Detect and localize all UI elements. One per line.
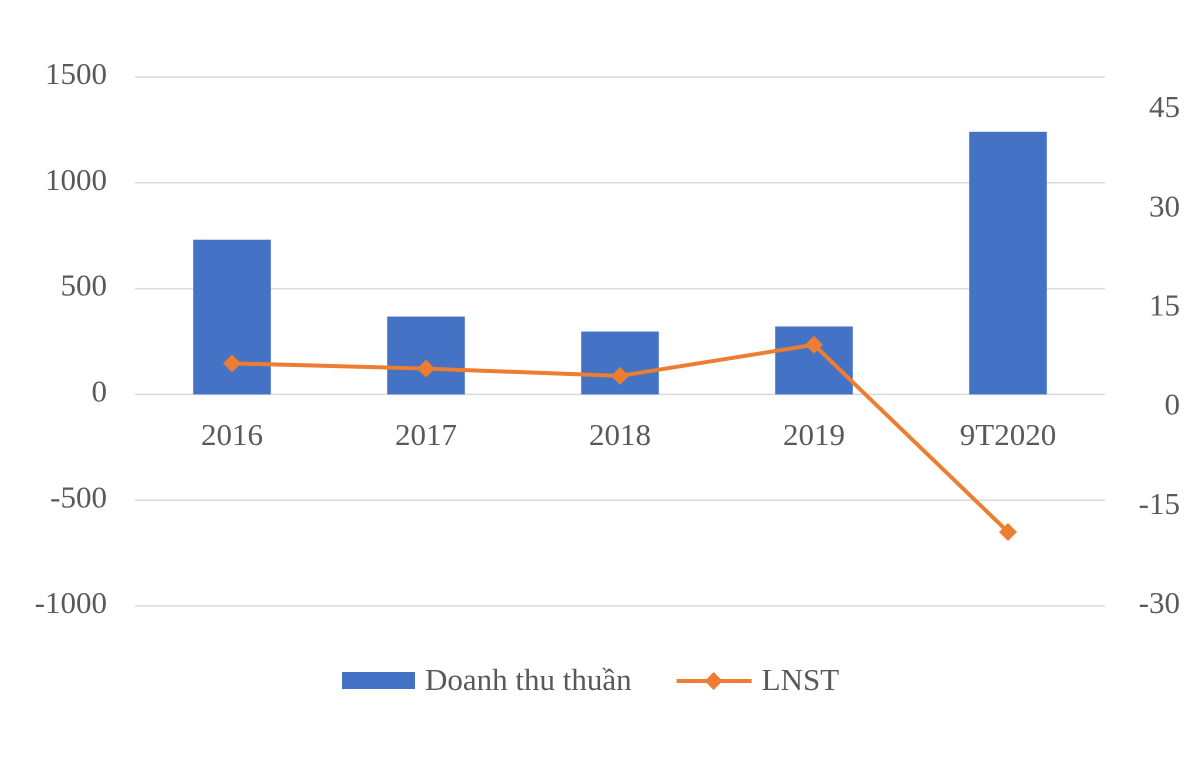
x-tick-label: 9T2020: [960, 417, 1056, 452]
legend-swatch: [342, 672, 415, 689]
bar: [387, 316, 465, 395]
x-tick-label: 2018: [589, 417, 651, 452]
y2-tick-label: -30: [1139, 585, 1180, 620]
y2-tick-label: 45: [1149, 89, 1180, 124]
marker: [417, 359, 435, 378]
y-tick-label: 500: [61, 268, 108, 303]
y-tick-label: -500: [50, 479, 107, 514]
bar: [969, 131, 1047, 395]
bar: [581, 331, 659, 395]
marker: [223, 354, 241, 373]
marker: [805, 335, 823, 354]
legend-label: LNST: [762, 662, 840, 697]
y2-tick-label: 15: [1149, 288, 1180, 323]
legend-label: Doanh thu thuần: [425, 662, 632, 697]
x-tick-label: 2016: [201, 417, 263, 452]
y2-tick-label: 30: [1149, 188, 1180, 223]
y-tick-label: 0: [92, 374, 108, 409]
y-tick-label: 1000: [45, 162, 107, 197]
y-tick-label: 1500: [45, 56, 107, 91]
y2-tick-label: -15: [1139, 486, 1180, 521]
y2-tick-label: 0: [1165, 387, 1181, 422]
marker: [611, 366, 629, 385]
legend-marker: [704, 672, 723, 690]
y-tick-label: -1000: [35, 585, 107, 620]
x-tick-label: 2017: [395, 417, 457, 452]
marker: [999, 522, 1017, 541]
x-tick-label: 2019: [783, 417, 845, 452]
